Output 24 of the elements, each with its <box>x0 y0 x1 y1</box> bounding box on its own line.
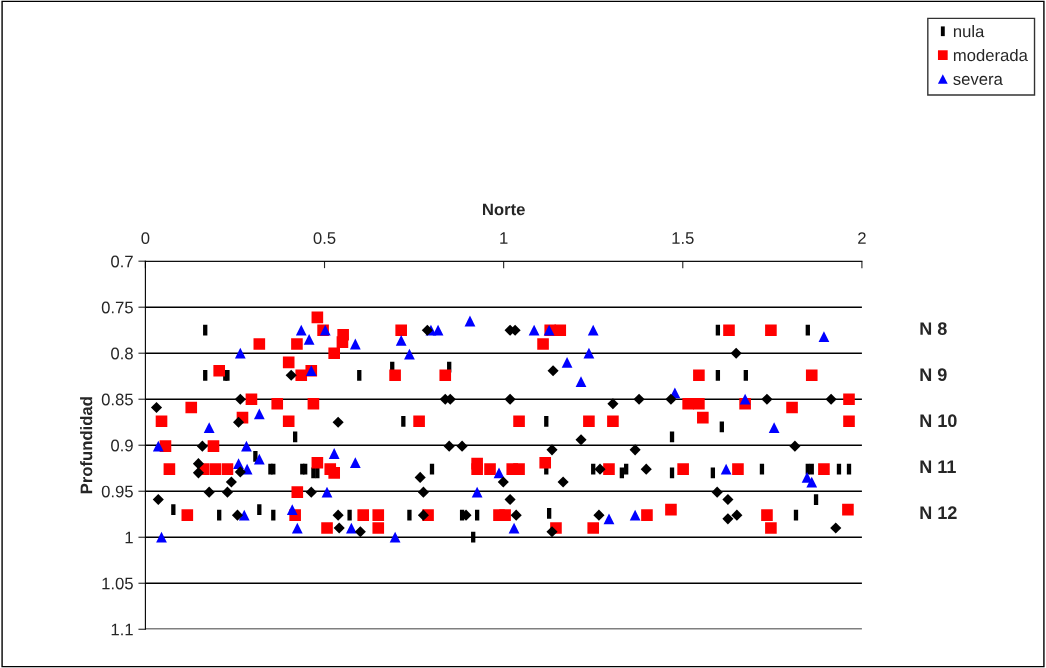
y-tick-label: 1 <box>125 531 133 544</box>
y-tick-label: 0.75 <box>101 301 133 314</box>
x-axis-title: Norte <box>483 203 525 216</box>
text: N 11 <box>920 460 956 473</box>
y-tick-label: 0.95 <box>101 485 133 498</box>
y-tick-label: 0.7 <box>111 255 133 268</box>
x-tick-label: 2 <box>858 232 866 244</box>
legend-label: severa <box>953 75 1003 85</box>
y-tick-label: 0.8 <box>111 347 133 360</box>
y-tick-label: 1.1 <box>111 623 133 636</box>
y-tick-label: 0.9 <box>111 439 133 452</box>
text: N 9 <box>920 368 947 382</box>
y-tick-label: 1.05 <box>102 577 133 590</box>
x-tick-label: 0 <box>141 232 150 244</box>
x-tick-label: 0.5 <box>313 232 336 244</box>
y-tick-label: 0.85 <box>101 393 133 406</box>
legend-label: moderada <box>953 48 1028 62</box>
y-axis-title: Profundidad <box>80 397 93 494</box>
text: N 12 <box>920 506 957 519</box>
legend-label: nula <box>953 25 985 38</box>
text: N 10 <box>920 414 957 428</box>
x-tick-label: 1.5 <box>672 232 694 244</box>
text: N 8 <box>920 322 947 336</box>
x-tick-label: 1 <box>500 232 508 244</box>
